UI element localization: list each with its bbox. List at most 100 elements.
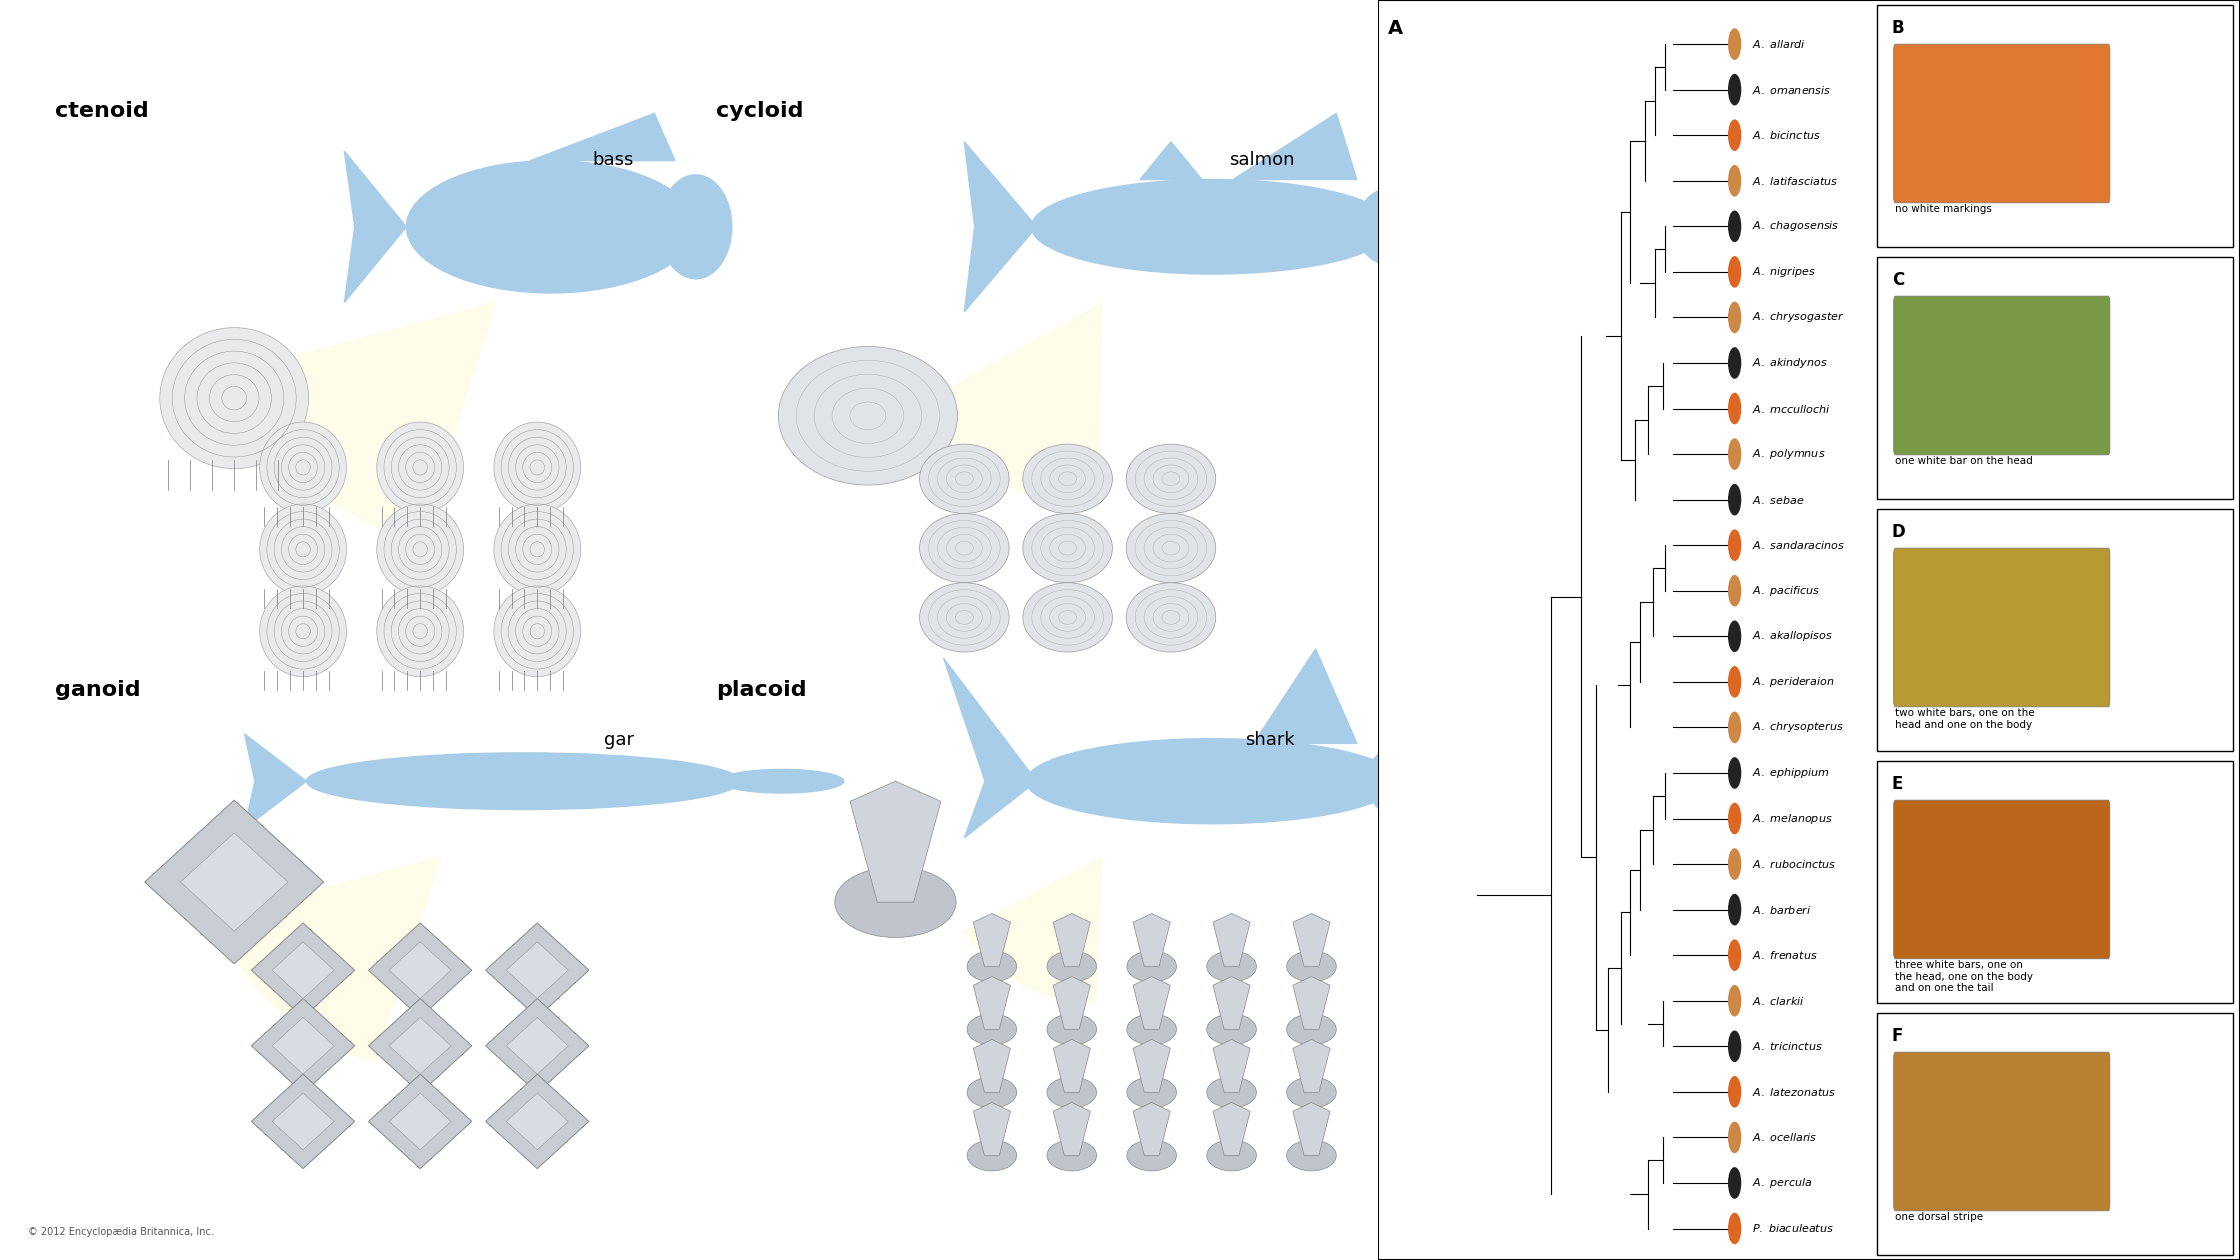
Ellipse shape (1024, 514, 1113, 582)
Text: one white bar on the head: one white bar on the head (1895, 456, 2034, 466)
Polygon shape (1140, 142, 1203, 180)
Ellipse shape (260, 586, 347, 677)
Ellipse shape (719, 770, 844, 793)
Text: $\it{A.\ sebae}$: $\it{A.\ sebae}$ (1752, 494, 1805, 505)
Circle shape (1729, 1123, 1740, 1153)
Polygon shape (506, 1092, 569, 1149)
Ellipse shape (659, 175, 732, 278)
Bar (1877, 257, 2233, 499)
Text: E: E (1893, 775, 1904, 793)
Text: C: C (1893, 271, 1904, 289)
Ellipse shape (1207, 951, 1257, 982)
Polygon shape (1292, 1102, 1331, 1155)
Ellipse shape (921, 514, 1008, 582)
Ellipse shape (1207, 1014, 1257, 1045)
Ellipse shape (307, 752, 741, 810)
Text: $\it{A.\ bicinctus}$: $\it{A.\ bicinctus}$ (1752, 130, 1821, 141)
Text: $\it{A.\ akallopisos}$: $\it{A.\ akallopisos}$ (1752, 629, 1832, 644)
Polygon shape (271, 1018, 334, 1074)
Polygon shape (1214, 1040, 1250, 1092)
Polygon shape (235, 302, 495, 542)
Text: $\it{A.\ sandaracinos}$: $\it{A.\ sandaracinos}$ (1752, 539, 1846, 551)
Polygon shape (486, 1074, 589, 1169)
Polygon shape (1214, 976, 1250, 1029)
Text: $\it{A.\ pacificus}$: $\it{A.\ pacificus}$ (1752, 583, 1821, 597)
Polygon shape (1133, 1102, 1169, 1155)
Circle shape (1729, 1031, 1740, 1061)
Text: $\it{A.\ barberi}$: $\it{A.\ barberi}$ (1752, 903, 1812, 916)
Ellipse shape (1127, 1014, 1176, 1045)
Polygon shape (146, 800, 325, 964)
Circle shape (1729, 212, 1740, 242)
Ellipse shape (1286, 951, 1337, 982)
Ellipse shape (493, 504, 580, 595)
Text: $\it{A.\ tricinctus}$: $\it{A.\ tricinctus}$ (1752, 1041, 1823, 1052)
Ellipse shape (1127, 1077, 1176, 1108)
Polygon shape (1053, 976, 1091, 1029)
Polygon shape (1053, 1102, 1091, 1155)
Circle shape (1729, 804, 1740, 834)
Ellipse shape (921, 582, 1008, 653)
Ellipse shape (1207, 1140, 1257, 1171)
Text: B: B (1893, 19, 1904, 37)
Text: F: F (1893, 1027, 1904, 1045)
Ellipse shape (1286, 1014, 1337, 1045)
Circle shape (1729, 621, 1740, 651)
Text: © 2012 Encyclopædia Britannica, Inc.: © 2012 Encyclopædia Britannica, Inc. (27, 1227, 213, 1237)
Ellipse shape (1024, 582, 1113, 653)
Circle shape (1729, 849, 1740, 879)
Ellipse shape (1127, 582, 1216, 653)
Polygon shape (244, 733, 307, 829)
Polygon shape (251, 922, 354, 1018)
Text: $\it{A.\ percula}$: $\it{A.\ percula}$ (1752, 1176, 1812, 1189)
Polygon shape (943, 658, 1037, 781)
Ellipse shape (260, 422, 347, 513)
Polygon shape (271, 1092, 334, 1149)
Ellipse shape (968, 1077, 1017, 1108)
Polygon shape (1292, 914, 1331, 966)
Circle shape (1729, 1077, 1740, 1108)
Ellipse shape (493, 586, 580, 677)
Polygon shape (506, 1018, 569, 1074)
Polygon shape (963, 142, 1037, 312)
Polygon shape (370, 922, 473, 1018)
Text: cycloid: cycloid (717, 101, 804, 121)
FancyBboxPatch shape (1893, 44, 2110, 203)
Ellipse shape (1127, 445, 1216, 514)
Text: $\it{A.\ clarkii}$: $\it{A.\ clarkii}$ (1752, 994, 1805, 1007)
Text: ganoid: ganoid (56, 680, 141, 701)
Text: $\it{P.\ biaculeatus}$: $\it{P.\ biaculeatus}$ (1752, 1222, 1835, 1235)
Text: $\it{A.\ nigripes}$: $\it{A.\ nigripes}$ (1752, 265, 1817, 278)
Text: salmon: salmon (1230, 151, 1295, 169)
Circle shape (1729, 257, 1740, 287)
Circle shape (1729, 895, 1740, 925)
Polygon shape (370, 998, 473, 1092)
Text: three white bars, one on
the head, one on the body
and on one the tail: three white bars, one on the head, one o… (1895, 960, 2034, 993)
Circle shape (1729, 438, 1740, 469)
Bar (1877, 509, 2233, 751)
Ellipse shape (1127, 1140, 1176, 1171)
Ellipse shape (405, 160, 697, 292)
FancyBboxPatch shape (1893, 1052, 2110, 1211)
Polygon shape (1254, 649, 1357, 743)
Polygon shape (370, 1074, 473, 1169)
Polygon shape (849, 781, 941, 902)
Polygon shape (914, 302, 1102, 505)
Text: $\it{A.\ melanopus}$: $\it{A.\ melanopus}$ (1752, 811, 1832, 825)
Text: D: D (1893, 523, 1906, 541)
Polygon shape (1214, 914, 1250, 966)
Polygon shape (1133, 914, 1169, 966)
Polygon shape (972, 1040, 1010, 1092)
Text: bass: bass (591, 151, 634, 169)
Text: $\it{A.\ omanensis}$: $\it{A.\ omanensis}$ (1752, 83, 1832, 96)
Ellipse shape (1127, 951, 1176, 982)
Circle shape (1729, 29, 1740, 59)
Circle shape (1729, 120, 1740, 150)
Text: $\it{A.\ akindynos}$: $\it{A.\ akindynos}$ (1752, 357, 1828, 370)
Text: no white markings: no white markings (1895, 204, 1991, 214)
Text: gar: gar (605, 731, 634, 748)
Polygon shape (506, 942, 569, 998)
FancyBboxPatch shape (1893, 548, 2110, 707)
Ellipse shape (1026, 738, 1398, 824)
Ellipse shape (1357, 189, 1418, 265)
